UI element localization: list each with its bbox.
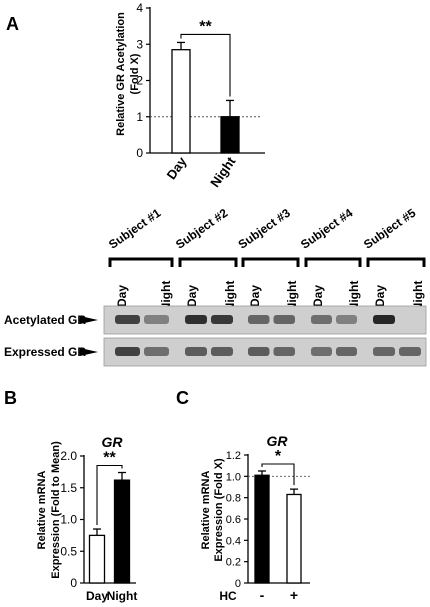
blot-band — [273, 347, 295, 356]
y-tick-label: 1.0 — [226, 471, 241, 483]
y-axis-label: Expression (Fold X) — [213, 458, 225, 562]
y-tick-label: 3 — [136, 37, 143, 51]
category-label: Night — [207, 154, 239, 190]
category-label: - — [260, 587, 265, 603]
significance-marker: ** — [199, 18, 212, 35]
y-tick-label: 0 — [70, 576, 77, 590]
blot-band — [336, 347, 357, 356]
blot-band — [144, 347, 169, 356]
chart-c: 0 0.2 0.4 0.6 0.8 1.0 1.2 * Relative mRNA Express… — [200, 433, 310, 603]
blot-band — [373, 315, 395, 324]
chart-b: 0 0.5 1.0 1.5 2.0 ** Relative mRNA Expression (… — [36, 434, 137, 603]
western-blot: Subject #1 Day Night Subject #2 Day Night Subj… — [4, 206, 427, 367]
y-tick-label: 0.4 — [226, 535, 241, 547]
significance-bracket — [261, 463, 295, 486]
blot-band — [185, 315, 207, 324]
y-tick-label: 0.5 — [60, 544, 77, 558]
y-tick-label: 1.5 — [60, 481, 77, 495]
lane-label: Night — [347, 281, 361, 312]
blot-band — [185, 347, 207, 356]
significance-marker: ** — [103, 450, 116, 467]
y-axis-label: Relative mRNA — [36, 471, 48, 550]
subject-label: Subject #4 — [298, 206, 355, 252]
blot-band — [373, 347, 395, 356]
significance-bracket — [180, 33, 231, 97]
y-axis-label: Relative mRNA — [200, 471, 212, 550]
lane-label: Day — [185, 285, 199, 307]
subject-bracket — [241, 257, 300, 267]
y-tick-label: 1.2 — [226, 450, 241, 462]
bar — [88, 534, 106, 584]
bar — [171, 49, 191, 154]
category-label: Night — [107, 589, 138, 603]
lane-label: Night — [159, 281, 173, 312]
subject-label: Subject #5 — [361, 206, 418, 252]
subject-label: Subject #2 — [173, 206, 230, 252]
y-tick-label: 4 — [136, 1, 143, 15]
y-tick-label: 2 — [136, 74, 143, 88]
category-label: + — [290, 587, 298, 603]
lane-label: Day — [115, 285, 129, 307]
lane-label: Night — [285, 281, 299, 312]
subject-bracket — [108, 257, 174, 267]
blot-row-label: Acetylated GR — [4, 313, 86, 327]
y-tick-label: 0 — [136, 146, 143, 160]
subject-bracket — [304, 257, 362, 267]
blot-band — [248, 315, 270, 324]
category-label: Day — [86, 589, 108, 603]
blot-band — [273, 315, 295, 324]
y-tick-label: 0.6 — [226, 514, 241, 526]
panel-label-b: B — [4, 388, 17, 408]
category-label: Day — [163, 153, 189, 182]
lane-label: Day — [311, 285, 325, 307]
subject-bracket — [366, 257, 426, 267]
y-tick-label: 1 — [136, 110, 143, 124]
y-tick-label: 0.8 — [226, 493, 241, 505]
chart-a: 0 1 2 3 4 ** Relative GR Acetylation (Fold X) Da… — [115, 1, 265, 190]
y-tick-label: 0 — [235, 578, 241, 590]
bar — [220, 116, 240, 154]
blot-band — [311, 347, 332, 356]
lane-label: Day — [248, 285, 262, 307]
lane-label: Day — [373, 285, 387, 307]
significance-marker: * — [275, 448, 282, 465]
arrow-icon — [80, 316, 98, 324]
lane-label: Night — [223, 281, 237, 312]
y-axis-label: Relative GR Acetylation — [115, 12, 127, 136]
y-tick-label: 2.0 — [60, 449, 77, 463]
blot-band — [311, 315, 332, 324]
significance-bracket — [96, 464, 123, 526]
blot-band — [248, 347, 270, 356]
blot-band — [115, 347, 140, 356]
lane-label: Night — [411, 281, 425, 312]
y-tick-label: 1.0 — [60, 513, 77, 527]
subject-label: Subject #3 — [236, 206, 293, 252]
y-axis-label: (Fold X) — [129, 53, 141, 94]
blot-band — [115, 315, 140, 324]
y-tick-label: 0.2 — [226, 557, 241, 569]
bar — [254, 474, 270, 584]
blot-band — [144, 315, 169, 324]
panel-label-c: C — [176, 388, 189, 408]
subject-label: Subject #1 — [106, 206, 163, 252]
blot-band — [211, 347, 233, 356]
blot-band — [211, 315, 233, 324]
panel-label-a: A — [6, 14, 19, 34]
chart-title: GR — [267, 433, 289, 449]
blot-band — [399, 347, 421, 356]
y-axis-label: Expression (Fold to Mean) — [50, 441, 62, 579]
arrow-icon — [80, 348, 98, 356]
bar — [113, 479, 131, 584]
chart-title: GR — [102, 434, 124, 450]
subject-bracket — [178, 257, 238, 267]
bar — [286, 493, 302, 584]
x-axis-label: HC — [219, 589, 237, 603]
blot-band — [336, 315, 357, 324]
blot-row-label: Expressed GR — [4, 345, 86, 359]
